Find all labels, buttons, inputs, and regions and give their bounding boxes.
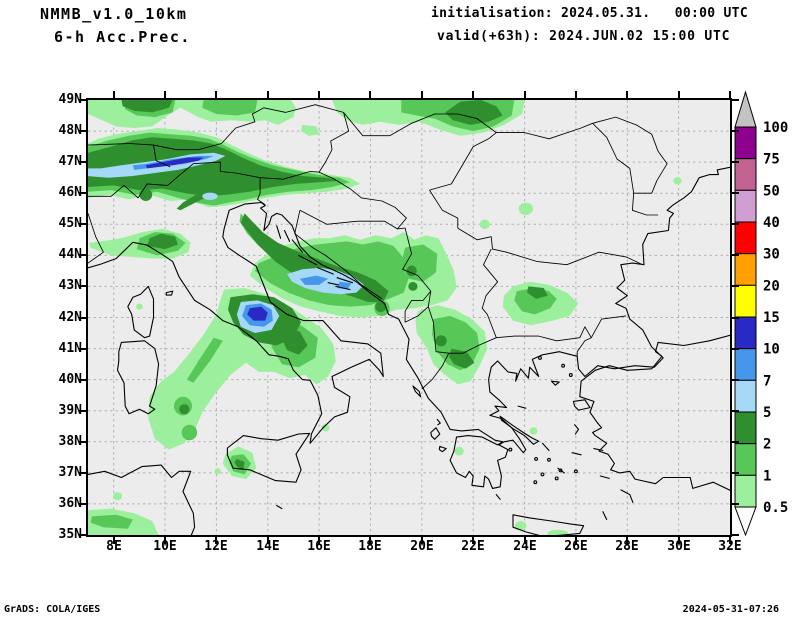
lon-label: 24E	[513, 539, 537, 554]
lon-label: 12E	[204, 539, 228, 554]
map-area	[86, 98, 732, 537]
initialisation-text: initialisation: 2024.05.31. 00:00 UTC	[431, 6, 748, 21]
lon-label: 14E	[256, 539, 280, 554]
lat-label: 49N	[58, 92, 82, 107]
model-title: NMMB_v1.0_10km	[40, 5, 188, 23]
svg-text:75: 75	[763, 152, 780, 168]
product-title: 6-h Acc.Prec.	[54, 28, 191, 46]
map-canvas	[88, 100, 730, 535]
grads-stamp: GrADS: COLA/IGES	[4, 604, 101, 615]
svg-text:0.5: 0.5	[763, 500, 788, 516]
svg-text:15: 15	[763, 310, 780, 326]
lon-label: 26E	[564, 539, 588, 554]
lon-label: 10E	[153, 539, 177, 554]
lat-label: 42N	[58, 310, 82, 325]
svg-text:30: 30	[763, 247, 780, 263]
lon-label: 28E	[615, 539, 639, 554]
svg-text:1: 1	[763, 468, 771, 484]
lon-label: 16E	[307, 539, 331, 554]
lat-label: 41N	[58, 341, 82, 356]
lon-label: 8E	[106, 539, 122, 554]
lat-label: 36N	[58, 496, 82, 511]
lat-label: 48N	[58, 123, 82, 138]
lon-label: 22E	[461, 539, 485, 554]
lon-label: 18E	[358, 539, 382, 554]
svg-text:2: 2	[763, 437, 771, 453]
lat-label: 35N	[58, 527, 82, 542]
lon-label: 30E	[667, 539, 691, 554]
lat-label: 38N	[58, 434, 82, 449]
lat-label: 45N	[58, 216, 82, 231]
lat-label: 39N	[58, 403, 82, 418]
svg-text:10: 10	[763, 342, 780, 358]
svg-text:50: 50	[763, 183, 780, 199]
svg-text:40: 40	[763, 215, 780, 231]
lat-label: 46N	[58, 185, 82, 200]
lat-label: 40N	[58, 372, 82, 387]
svg-text:7: 7	[763, 373, 771, 389]
lon-label: 20E	[410, 539, 434, 554]
svg-text:100: 100	[763, 120, 788, 136]
svg-text:20: 20	[763, 278, 780, 294]
svg-text:5: 5	[763, 405, 771, 421]
valid-time-text: valid(+63h): 2024.JUN.02 15:00 UTC	[437, 29, 731, 44]
lon-label: 32E	[718, 539, 742, 554]
lat-label: 47N	[58, 154, 82, 169]
creation-timestamp: 2024-05-31-07:26	[682, 604, 779, 615]
lat-label: 44N	[58, 247, 82, 262]
lat-label: 43N	[58, 278, 82, 293]
lat-label: 37N	[58, 465, 82, 480]
